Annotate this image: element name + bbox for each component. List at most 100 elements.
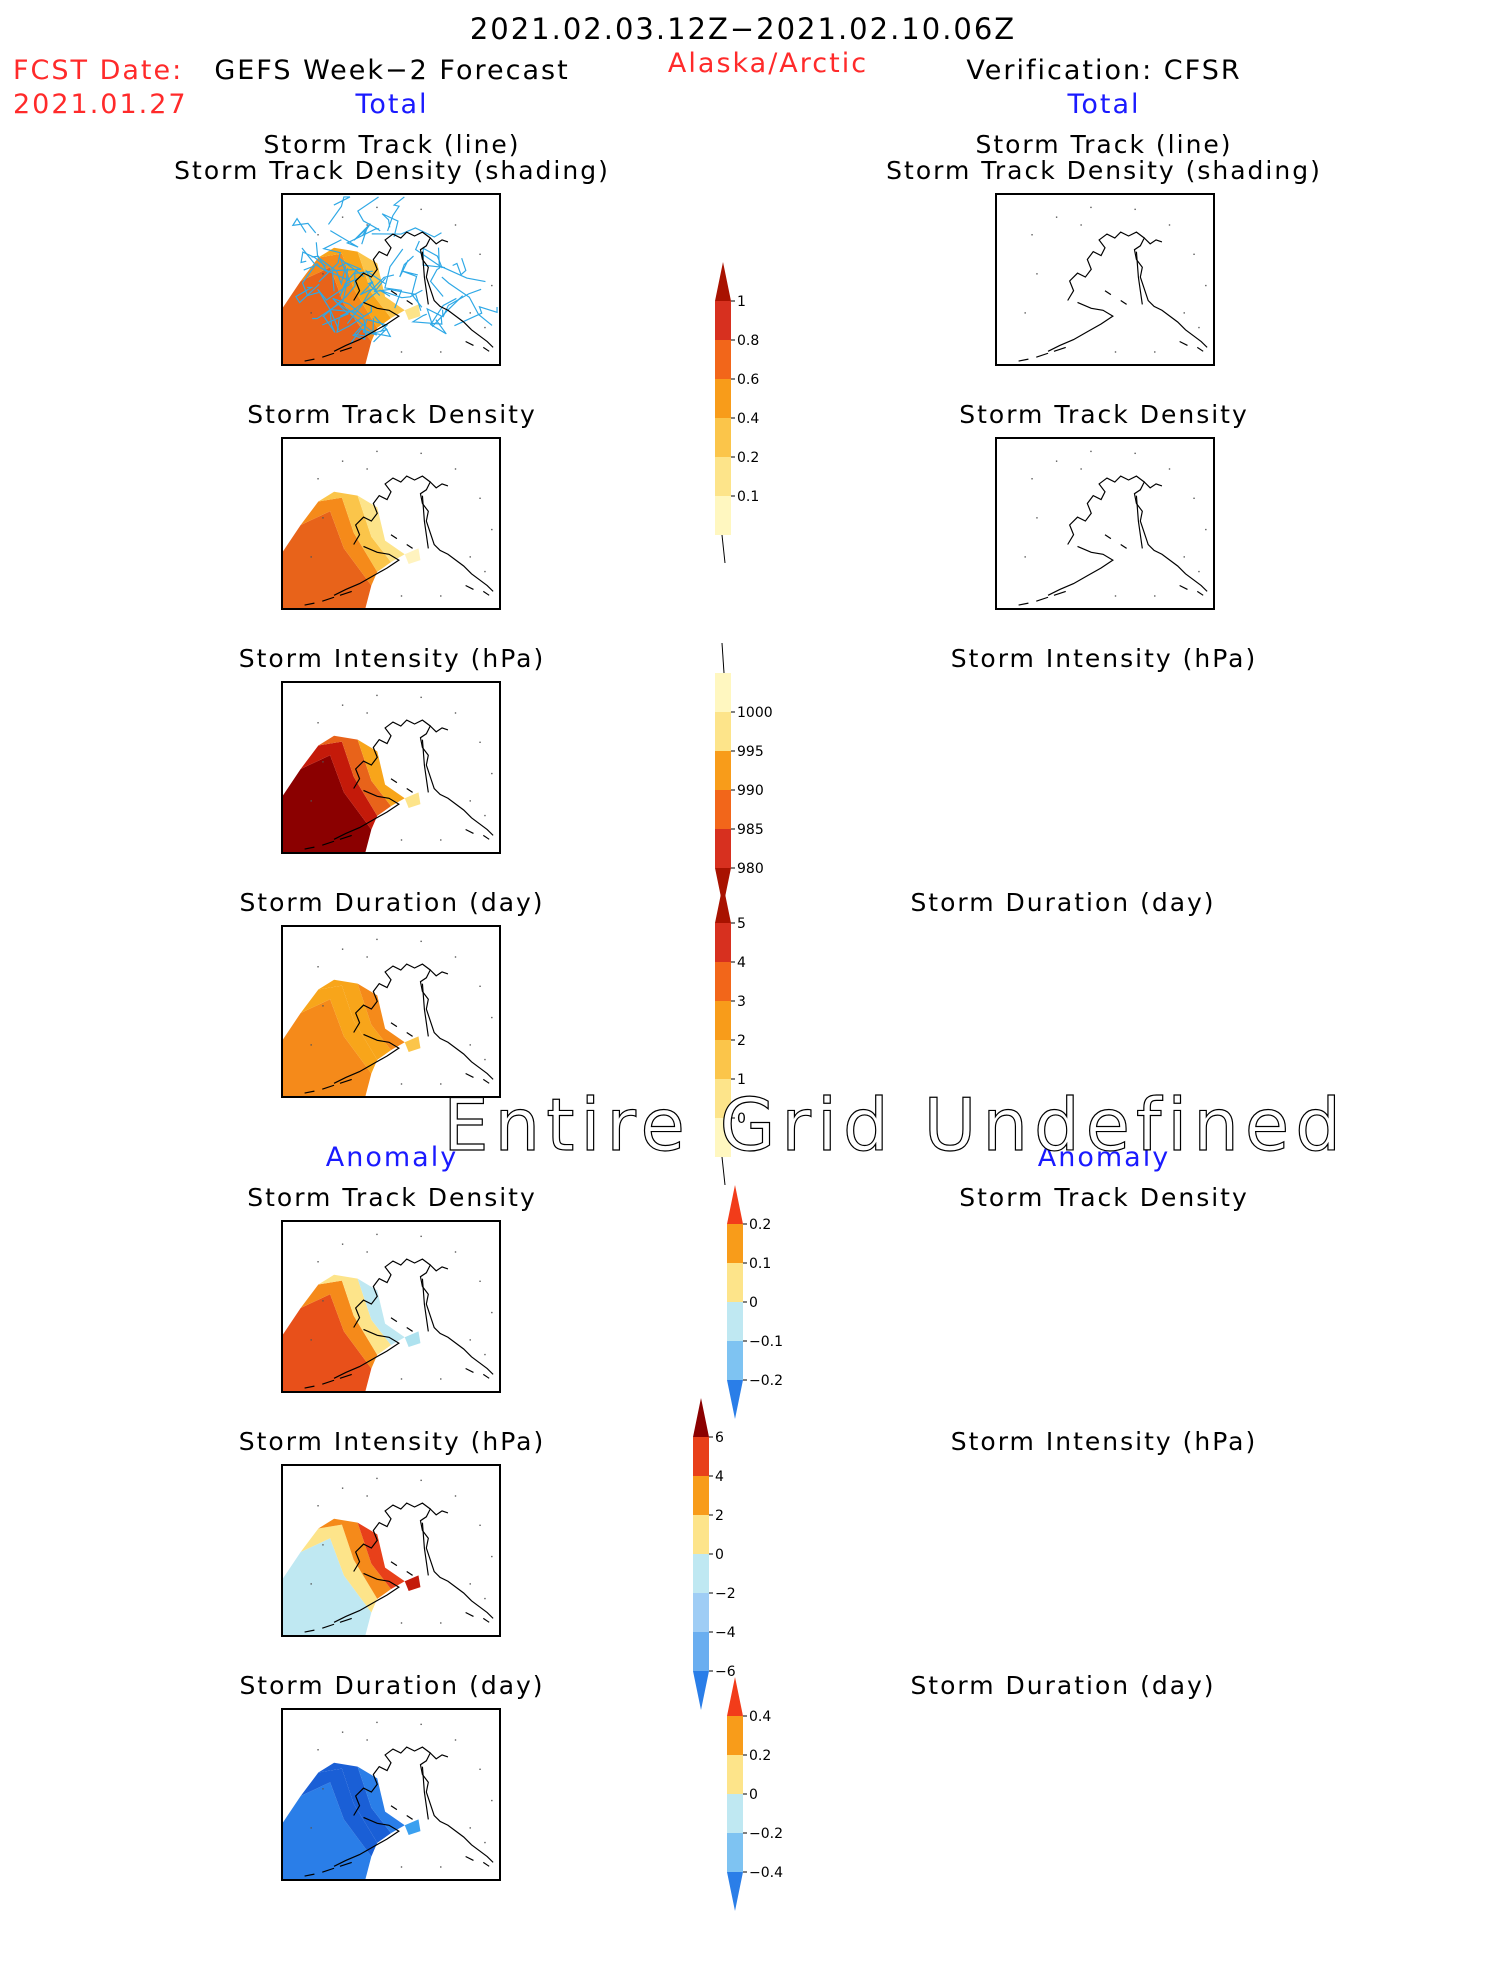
map-anom-intensity <box>281 1464 501 1637</box>
colorbar-segment <box>693 1554 709 1593</box>
fcst-date-label: FCST Date: <box>13 55 184 86</box>
map-track-line-density <box>281 193 501 366</box>
colorbar-tick-label: −0.1 <box>749 1334 783 1350</box>
colorbar-segment <box>727 1716 743 1755</box>
shade-zone-3 <box>318 735 391 816</box>
panel-title-anom-track-density-verif: Storm Track Density <box>959 1183 1249 1212</box>
colorbar-tick-label: 0.4 <box>749 1709 771 1725</box>
colorbar-tail <box>721 642 725 674</box>
panel-title-intensity: Storm Intensity (hPa) <box>238 644 546 673</box>
panel-title-anom-intensity-verif: Storm Intensity (hPa) <box>950 1427 1258 1456</box>
colorbar-total-track-density: 1 0.8 0.6 0.4 0.2 0.1 <box>715 262 795 605</box>
anomaly-label-forecast: Anomaly <box>325 1142 459 1173</box>
panel-title-track-line-verif: Storm Track (line) <box>975 130 1233 159</box>
colorbar-tick-label: 0.8 <box>737 333 759 349</box>
graticule-dots <box>310 450 493 597</box>
coastline <box>304 231 494 362</box>
shade-zone-2 <box>300 985 378 1074</box>
map-anom-track-density <box>281 1220 501 1393</box>
colorbar-segment <box>727 1755 743 1794</box>
panel-title-track-line: Storm Track (line) <box>263 130 521 159</box>
shade-zone-5 <box>404 1575 421 1592</box>
colorbar-segment <box>727 1341 743 1380</box>
colorbar-top-arrow <box>727 1677 743 1716</box>
colorbar-segment <box>715 457 731 496</box>
colorbar-tick-label: 1000 <box>737 705 773 721</box>
coastline <box>304 719 494 850</box>
colorbar-segment <box>715 712 731 751</box>
colorbar-tick-label: −2 <box>715 1586 736 1602</box>
graticule-dots <box>310 1721 493 1868</box>
shade-zone-2 <box>300 741 378 830</box>
colorbar-tick-label: 4 <box>715 1469 724 1485</box>
colorbar-tick-label: 0.2 <box>749 1217 771 1233</box>
colorbar-segment <box>715 962 731 1001</box>
colorbar-tick-label: 0.1 <box>749 1256 771 1272</box>
panel-title-duration: Storm Duration (day) <box>239 888 545 917</box>
shade-zone-4 <box>357 495 405 563</box>
colorbar-tick-label: 2 <box>715 1508 724 1524</box>
colorbar-segment <box>715 751 731 790</box>
shade-zone-4 <box>357 983 405 1051</box>
colorbar-segment <box>693 1515 709 1554</box>
colorbar-segment <box>727 1833 743 1872</box>
colorbar-tick-label: 985 <box>737 822 764 838</box>
colorbar-tick-label: 0 <box>715 1547 724 1563</box>
coastline <box>304 963 494 1094</box>
colorbar-segment <box>693 1476 709 1515</box>
shade-zone-3 <box>318 247 391 328</box>
shade-zone-1 <box>283 1294 372 1391</box>
shade-zone-5 <box>404 1036 421 1053</box>
colorbar-tick-label: 0.2 <box>737 450 759 466</box>
panel-title-anom-track-density: Storm Track Density <box>247 1183 537 1212</box>
colorbar-tail <box>721 534 726 564</box>
colorbar-tick-label: −0.2 <box>749 1373 783 1389</box>
colorbar-segment <box>715 1040 731 1079</box>
shade-zone-4 <box>357 251 405 319</box>
colorbar-segment <box>715 1079 731 1118</box>
panel-title-track-shading: Storm Track Density (shading) <box>174 156 610 185</box>
shade-zone-4 <box>357 1278 405 1346</box>
colorbar-bottom-arrow <box>693 1671 709 1710</box>
colorbar-tick-label: 990 <box>737 783 764 799</box>
shade-zone-2 <box>300 1768 378 1857</box>
graticule-dots <box>1024 206 1207 353</box>
colorbar-top-arrow <box>693 1398 709 1437</box>
entire-grid-undefined-message: Entire Grid Undefined <box>442 1082 1347 1167</box>
colorbar-tick-label: 0 <box>737 1111 746 1127</box>
panel-title-track-density-verif: Storm Track Density <box>959 400 1249 429</box>
colorbar-segment <box>693 1437 709 1476</box>
graticule-dots <box>310 1233 493 1380</box>
colorbar-tick-label: 2 <box>737 1033 746 1049</box>
shade-zone-5 <box>404 792 421 809</box>
colorbar-segment <box>715 923 731 962</box>
shade-zone-1 <box>283 1782 372 1879</box>
colorbar-tick-label: −4 <box>715 1625 736 1641</box>
colorbar-tick-label: 0.4 <box>737 411 759 427</box>
colorbar-segment <box>715 379 731 418</box>
colorbar-tick-label: 5 <box>737 916 746 932</box>
shade-zone-3 <box>318 1274 391 1355</box>
panel-title-intensity-verif: Storm Intensity (hPa) <box>950 644 1258 673</box>
coastline <box>304 1502 494 1633</box>
colorbar-segment <box>727 1224 743 1263</box>
colorbar-tick-label: 0.6 <box>737 372 759 388</box>
verification-title: Verification: CFSR <box>966 55 1242 86</box>
coastline <box>304 475 494 606</box>
colorbar-top-arrow <box>727 1185 743 1224</box>
colorbar-tick-label: 0.2 <box>749 1748 771 1764</box>
colorbar-segment <box>727 1794 743 1833</box>
colorbar-tick-label: −0.2 <box>749 1826 783 1842</box>
colorbar-tick-label: 995 <box>737 744 764 760</box>
colorbar-segment <box>715 1001 731 1040</box>
colorbar-tick-label: 0 <box>749 1295 758 1311</box>
colorbar-segment <box>715 829 731 868</box>
colorbar-tick-label: −6 <box>715 1664 736 1680</box>
shade-zone-1 <box>283 511 372 608</box>
shade-zone-3 <box>318 979 391 1060</box>
shade-zone-3 <box>318 1762 391 1843</box>
panel-title-track-shading-verif: Storm Track Density (shading) <box>886 156 1322 185</box>
panel-title-anom-intensity: Storm Intensity (hPa) <box>238 1427 546 1456</box>
forecast-title: GEFS Week−2 Forecast <box>214 55 570 86</box>
shade-zone-3 <box>318 1518 391 1599</box>
